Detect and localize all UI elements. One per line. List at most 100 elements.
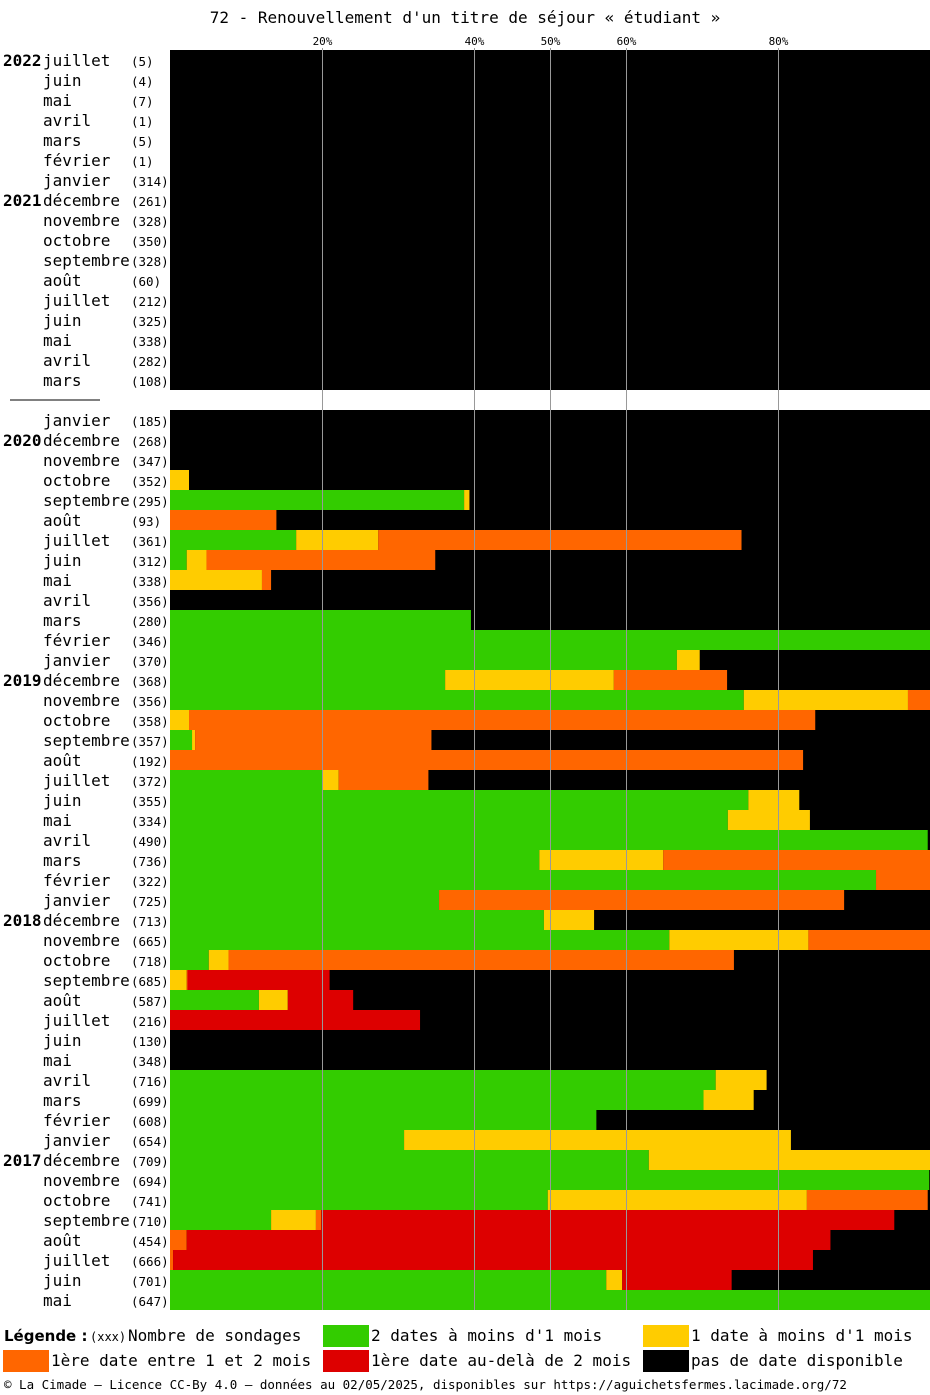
month-label: janvier (43, 171, 111, 190)
bar-segment-deux_dates (170, 1270, 607, 1290)
month-label: octobre (43, 951, 110, 970)
bar-segment-deux_dates (170, 690, 744, 710)
survey-count: (108) (131, 374, 169, 389)
survey-count: (490) (131, 834, 169, 849)
survey-count: (185) (131, 414, 169, 429)
survey-count: (325) (131, 314, 169, 329)
survey-count: (654) (131, 1134, 169, 1149)
bar-segment-deux_dates (170, 610, 471, 630)
survey-count: (280) (131, 614, 169, 629)
month-label: octobre (43, 1191, 110, 1210)
month-label: juillet (43, 291, 110, 310)
x-tick-label: 60% (617, 35, 637, 48)
bar-segment-deux_dates (170, 830, 928, 850)
month-label: avril (43, 831, 91, 850)
bar-segment-deux_dates (170, 930, 670, 950)
month-label: janvier (43, 891, 111, 910)
survey-count: (587) (131, 994, 169, 1009)
legend-title: Légende : (4, 1327, 88, 1345)
bar-segment-deux_dates (170, 1170, 930, 1190)
month-label: décembre (43, 431, 120, 450)
bar-segment-entre_1_2_mois (876, 870, 930, 890)
bar-segment-une_date (445, 670, 614, 690)
survey-count: (348) (131, 1054, 169, 1069)
month-label: août (43, 271, 82, 290)
month-label: mars (43, 371, 82, 390)
bar-segment-deux_dates (170, 650, 677, 670)
survey-count: (716) (131, 1074, 169, 1089)
bar-segment-entre_1_2_mois (170, 750, 804, 770)
survey-count: (268) (131, 434, 169, 449)
bar-segment-au_dela_2_mois (186, 1230, 831, 1250)
bar-segment-une_date (669, 930, 809, 950)
bar-segment-entre_1_2_mois (228, 950, 734, 970)
bar-segment-au_dela_2_mois (287, 990, 354, 1010)
bar-segment-entre_1_2_mois (613, 670, 728, 690)
month-label: octobre (43, 471, 110, 490)
survey-count: (701) (131, 1274, 169, 1289)
bar-segment-deux_dates (170, 850, 540, 870)
bar-segment-deux_dates (170, 490, 465, 510)
year-label: 2018 (3, 911, 42, 930)
survey-count: (312) (131, 554, 169, 569)
legend-label-entre-1-2-mois: 1ère date entre 1 et 2 mois (51, 1351, 312, 1370)
month-label: avril (43, 351, 91, 370)
survey-count: (454) (131, 1234, 169, 1249)
bar-segment-entre_1_2_mois (206, 550, 436, 570)
survey-count: (361) (131, 534, 169, 549)
x-tick-label: 50% (541, 35, 561, 48)
survey-count: (93) (131, 514, 161, 529)
year-label: 2019 (3, 671, 42, 690)
bar-segment-entre_1_2_mois (439, 890, 845, 910)
survey-count: (352) (131, 474, 169, 489)
survey-count: (358) (131, 714, 169, 729)
bar-segment-au_dela_2_mois (173, 1250, 813, 1270)
bar-segment-entre_1_2_mois (378, 530, 742, 550)
x-tick-label: 40% (465, 35, 485, 48)
month-label: janvier (43, 411, 111, 430)
survey-count: (665) (131, 934, 169, 949)
bar-segment-entre_1_2_mois (907, 690, 930, 710)
bar-segment-deux_dates (170, 950, 209, 970)
survey-count: (346) (131, 634, 169, 649)
month-label: mars (43, 851, 82, 870)
month-label: septembre (43, 1211, 130, 1230)
month-label: novembre (43, 691, 120, 710)
month-label: juin (43, 1031, 82, 1050)
bar-segment-deux_dates (170, 1090, 704, 1110)
month-label: septembre (43, 251, 130, 270)
month-label: mai (43, 1291, 72, 1310)
month-label: décembre (43, 1151, 120, 1170)
bar-segment-entre_1_2_mois (315, 1210, 322, 1230)
month-label: décembre (43, 191, 120, 210)
month-label: mai (43, 571, 72, 590)
survey-count: (356) (131, 694, 169, 709)
bar-segment-une_date (464, 490, 470, 510)
year-label: 2021 (3, 191, 42, 210)
bar-segment-entre_1_2_mois (806, 1190, 928, 1210)
survey-count: (725) (131, 894, 169, 909)
month-label: juin (43, 791, 82, 810)
bar-segment-entre_1_2_mois (338, 770, 429, 790)
survey-count: (694) (131, 1174, 169, 1189)
month-label: mars (43, 1091, 82, 1110)
year-label: 2022 (3, 51, 42, 70)
bar-segment-une_date (727, 810, 810, 830)
survey-count: (5) (131, 134, 154, 149)
chart-title: 72 - Renouvellement d'un titre de séjour… (209, 8, 721, 27)
month-label: mai (43, 331, 72, 350)
month-label: mars (43, 611, 82, 630)
bar-segment-au_dela_2_mois (622, 1270, 732, 1290)
month-label: avril (43, 111, 91, 130)
legend-swatch-deux-dates (323, 1325, 369, 1347)
month-label: mars (43, 131, 82, 150)
survey-count: (60) (131, 274, 161, 289)
bar-segment-au_dela_2_mois (170, 1010, 421, 1030)
month-label: août (43, 991, 82, 1010)
survey-count: (192) (131, 754, 169, 769)
survey-count: (130) (131, 1034, 169, 1049)
month-label: juin (43, 1271, 82, 1290)
month-label: février (43, 871, 111, 890)
month-label: septembre (43, 491, 130, 510)
bar-segment-entre_1_2_mois (808, 930, 930, 950)
